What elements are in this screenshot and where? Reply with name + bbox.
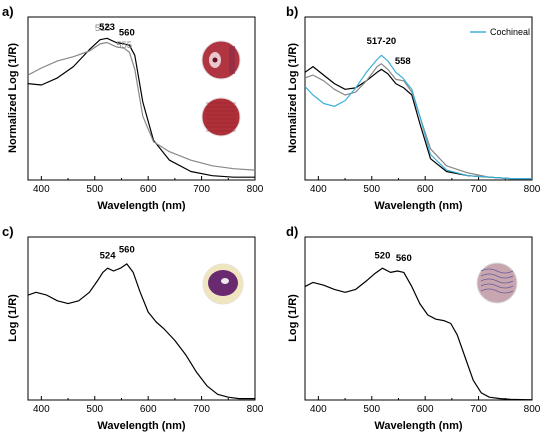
x-tick-label: 600	[417, 184, 434, 195]
chart-panel-3: c) 400 500 600 700 800 Wavelength (nm) Log (1/R…	[2, 224, 264, 432]
x-tick-label: 400	[33, 184, 50, 195]
x-tick-label: 500	[86, 184, 103, 195]
x-axis-title: Wavelength (nm)	[374, 200, 463, 212]
x-tick-label: 800	[524, 404, 541, 415]
chart-panel-4: d) 400 500 600 700 800 Wavelength (nm) Log (1/R…	[286, 224, 541, 432]
plot-frame	[304, 236, 533, 401]
x-axis-title: Wavelength (nm)	[97, 200, 186, 212]
panel-letter: a)	[2, 4, 14, 19]
x-tick-label: 600	[140, 404, 157, 415]
x-tick-label: 800	[247, 404, 264, 415]
x-tick-label: 500	[363, 404, 380, 415]
x-tick-label: 700	[193, 404, 210, 415]
peak-label: 560	[119, 27, 135, 38]
plot-frame	[27, 236, 256, 401]
x-tick-label: 700	[470, 404, 487, 415]
x-tick-label: 700	[193, 184, 210, 195]
panel-letter: c)	[2, 224, 14, 239]
sample-photo-cochineal-spot	[201, 40, 241, 80]
series-line-2	[28, 41, 255, 171]
y-axis-title: Log (1/R)	[7, 294, 19, 342]
legend-label: Cochineal	[490, 27, 530, 37]
sample-photo-red-textile	[201, 97, 241, 137]
y-axis-title: Normalized Log (1/R)	[287, 43, 299, 153]
chart-panel-1: a) 400 500 600 700 800 Wavelength (nm) Normaliz…	[2, 4, 264, 212]
sample-photo-purple-fragment	[202, 263, 244, 305]
peak-label: 560	[119, 245, 135, 256]
plot-frame	[27, 16, 256, 181]
y-axis-title: Normalized Log (1/R)	[7, 43, 19, 153]
y-axis-title: Log (1/R)	[287, 294, 299, 342]
x-tick-label: 600	[417, 404, 434, 415]
x-tick-label: 800	[524, 184, 541, 195]
peak-label: 560	[396, 253, 412, 264]
x-tick-label: 800	[247, 184, 264, 195]
series-line-3	[305, 54, 532, 180]
chart-panel-2: b) 400 500 600 700 800 Wavelength (nm) Normaliz…	[286, 4, 541, 212]
x-axis-title: Wavelength (nm)	[97, 420, 186, 432]
series-line-2	[305, 63, 532, 180]
x-tick-label: 400	[310, 404, 327, 415]
peak-label: 523	[99, 22, 115, 33]
plot-frame	[304, 16, 533, 181]
peak-label: 517-20	[367, 36, 397, 47]
peak-label: 520	[375, 250, 391, 261]
peak-label: 558	[395, 56, 411, 67]
x-tick-label: 700	[470, 184, 487, 195]
series-line-1	[305, 66, 532, 180]
peak-label: 524	[100, 250, 117, 261]
peak-label: 555	[116, 40, 132, 51]
series-line-1	[28, 37, 255, 178]
x-tick-label: 500	[363, 184, 380, 195]
x-axis-title: Wavelength (nm)	[374, 420, 463, 432]
panel-letter: b)	[286, 4, 298, 19]
series-line-1	[28, 263, 255, 400]
peak-label: 515	[95, 23, 111, 34]
x-tick-label: 500	[86, 404, 103, 415]
series-line-1	[305, 267, 532, 400]
panel-letter: d)	[286, 224, 298, 239]
x-tick-label: 600	[140, 184, 157, 195]
x-tick-label: 400	[310, 184, 327, 195]
sample-photo-patterned-fragment	[476, 262, 518, 304]
x-tick-label: 400	[33, 404, 50, 415]
